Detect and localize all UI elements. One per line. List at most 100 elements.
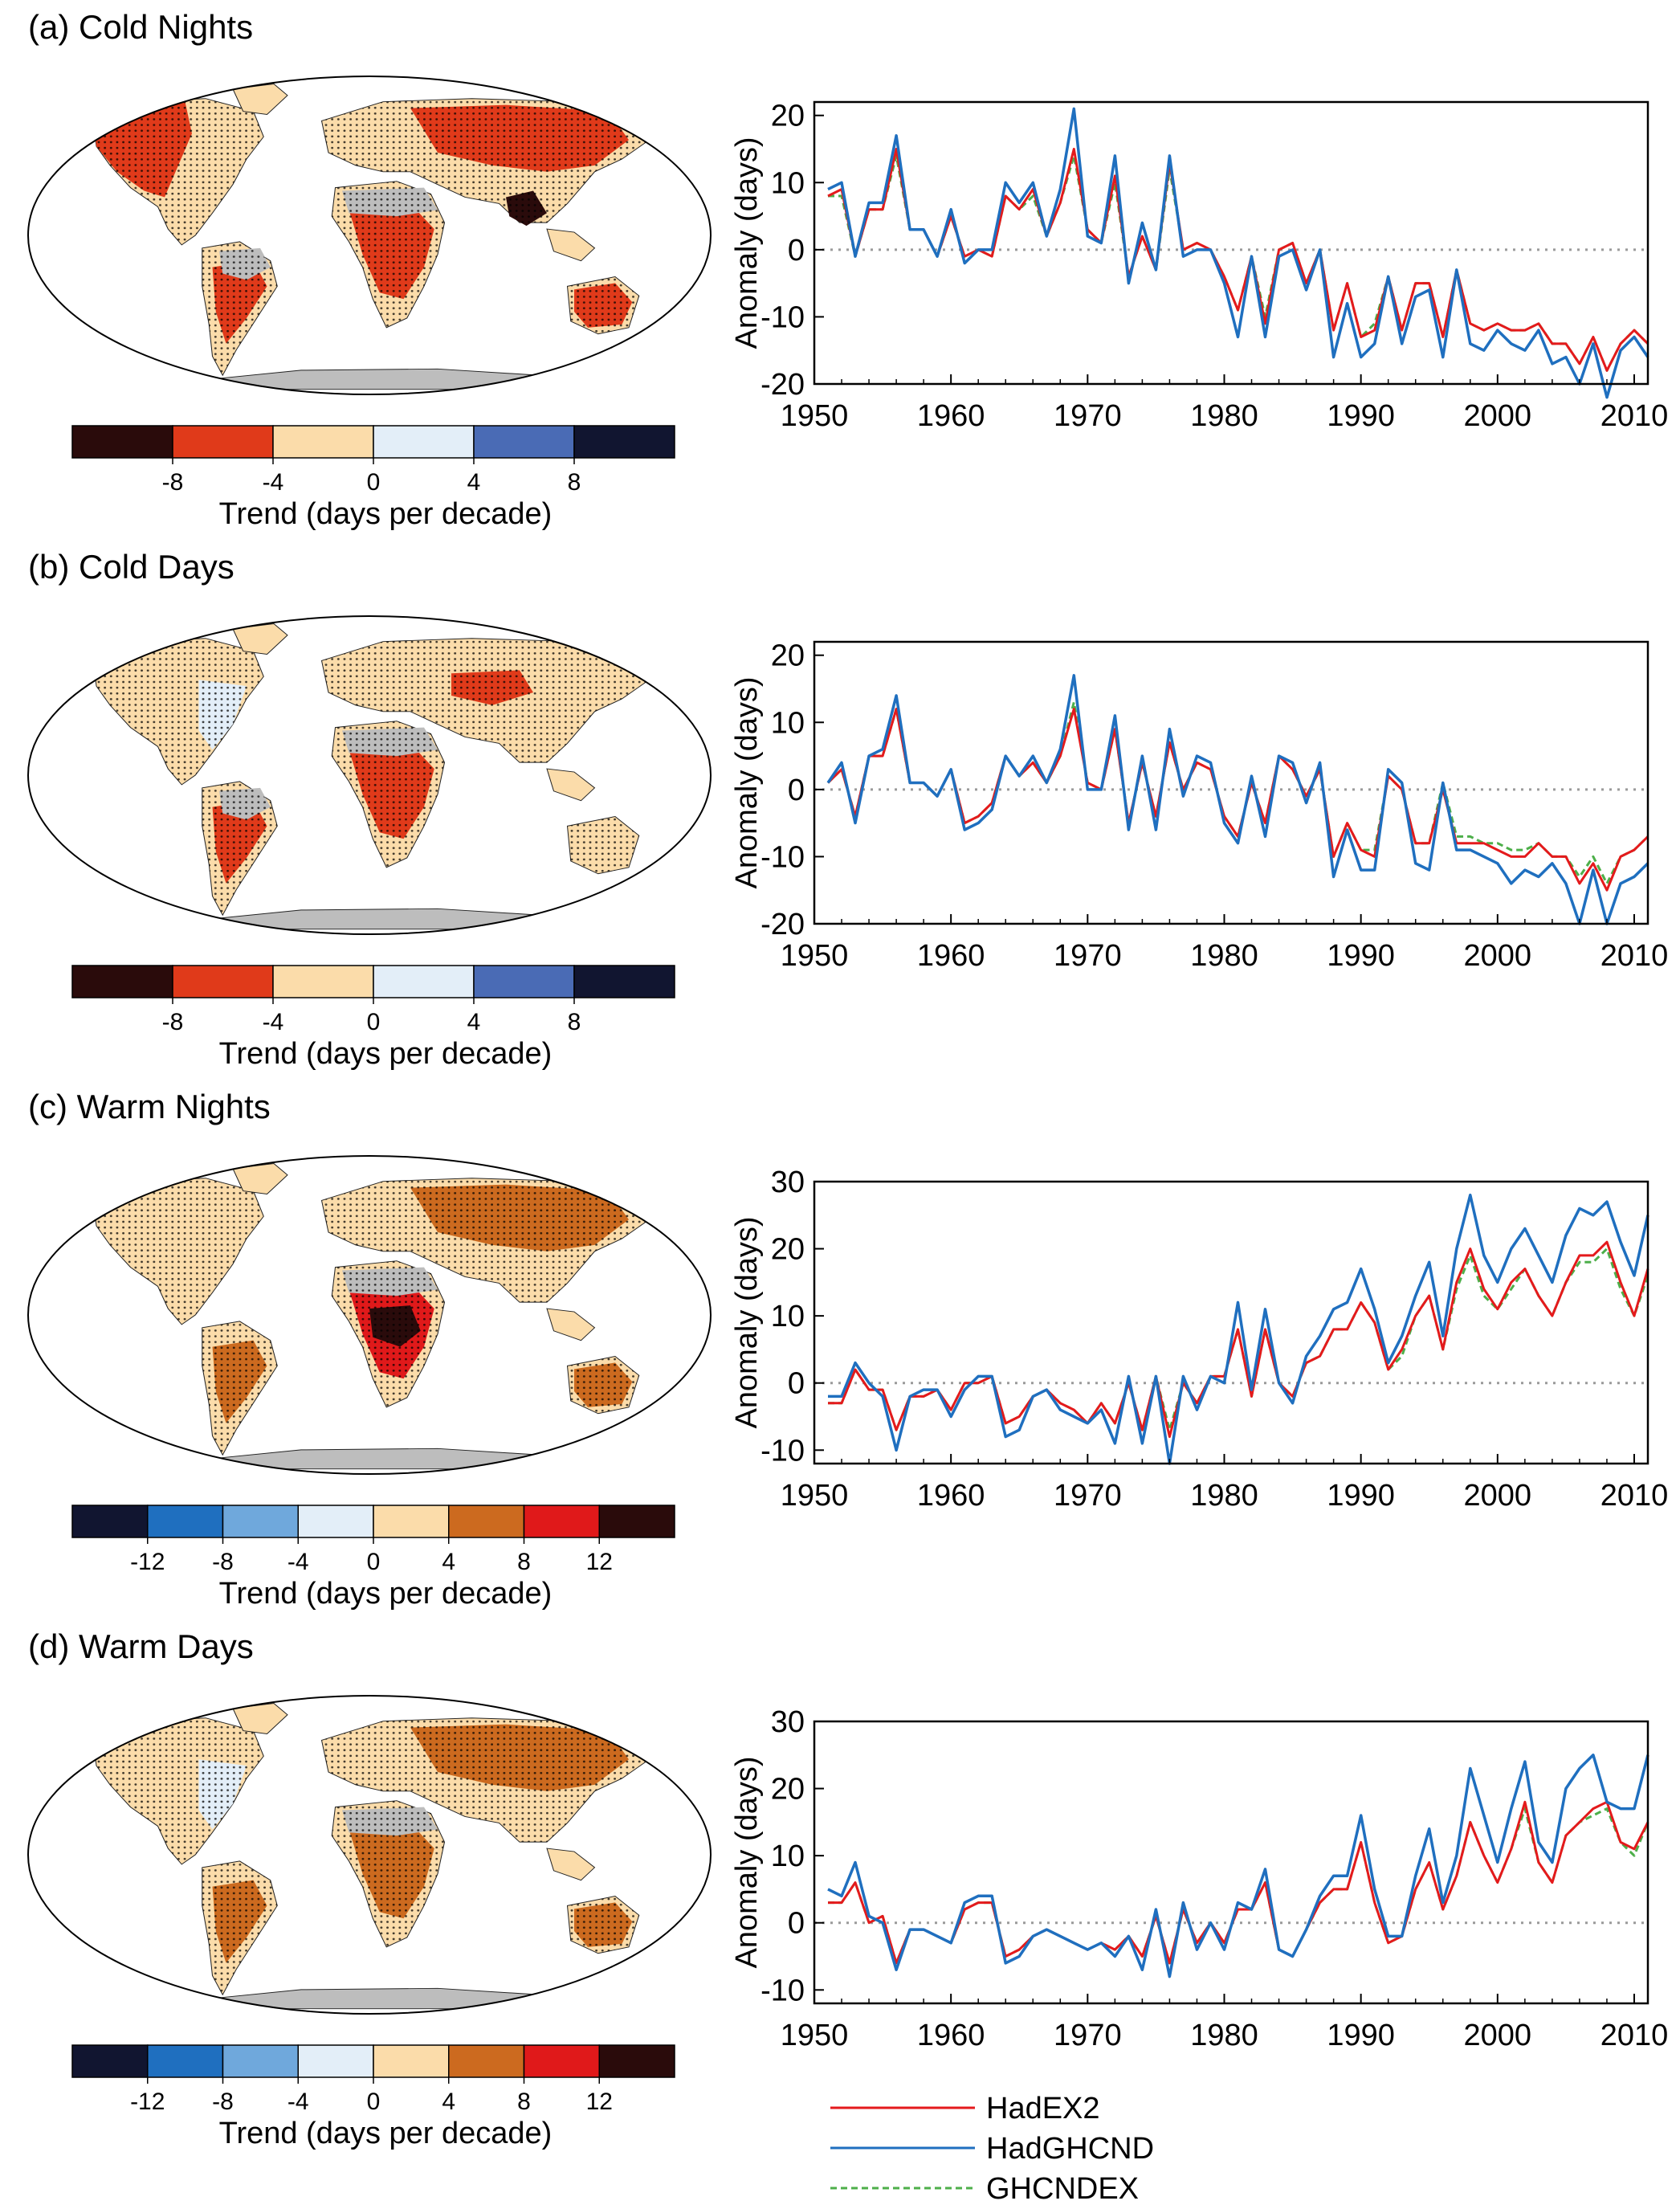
y-tick-label: 0 [788,774,805,807]
plot-frame [813,100,1649,386]
land-se-asia [546,1308,596,1341]
map-frame [27,615,712,935]
significance-stipple [332,181,445,328]
x-tick-label: 1980 [1190,939,1258,973]
colorbar-segment [71,2044,149,2078]
colorbar-tick-label: 8 [517,2089,531,2115]
x-tick-label: 1990 [1327,2019,1395,2052]
colorbar-segment [373,965,475,998]
colorbar-tick-label: 0 [367,2089,381,2115]
y-axis-label: Anomaly (days) [730,677,764,889]
x-tick-label: 1950 [781,1479,849,1513]
legend-label-ghcndex: GHCNDEX [986,2172,1139,2206]
colorbar-tick-label: -8 [162,469,184,496]
panel-title: (d) Warm Days [28,1627,254,1665]
land-se-asia [546,1848,596,1881]
series-line-hadghcnd [826,674,1649,925]
world-map [92,1703,650,2010]
y-tick-label: 20 [771,1773,805,1807]
map-panel-4: (d) Warm Days -12 -8 -4 0 4 8 12 Trend (days per… [27,1627,712,2150]
significance-stipple [202,1321,278,1456]
colorbar-tick-label: 4 [442,2089,455,2115]
colorbar-segment [147,2044,224,2078]
significance-stipple [321,638,650,763]
x-tick-label: 1960 [917,2019,985,2052]
colorbar-tick-label: 0 [367,1009,381,1035]
x-tick-label: 1970 [1054,399,1122,433]
y-axis-label: Anomaly (days) [730,1217,764,1429]
colorbar-tick-label: 12 [586,2089,613,2115]
series-line-ghcndex [828,1247,1649,1431]
colorbar-tick-label: 8 [568,1009,581,1035]
colorbar-segment [172,965,274,998]
land-se-asia [546,228,596,262]
legend: HadEX2 HadGHCND GHCNDEX [830,2092,1154,2206]
x-tick-label: 1970 [1054,1479,1122,1513]
y-tick-label: -10 [760,1434,805,1468]
plot-frame [813,1180,1649,1465]
x-tick-label: 2000 [1464,2019,1532,2052]
y-tick-label: -20 [760,908,805,941]
colorbar-segment [71,965,173,998]
y-tick-label: 0 [788,234,805,267]
colorbar-tick-label: -8 [212,2089,234,2115]
colorbar-segment [373,425,475,459]
x-tick-label: 2010 [1600,939,1669,973]
y-tick-label: 0 [788,1907,805,1941]
legend-label-hadghcnd: HadGHCND [986,2132,1154,2166]
series-line-hadghcnd [828,1193,1649,1465]
colorbar-segment [473,425,575,459]
x-tick-label: 1970 [1054,2019,1122,2052]
colorbar-tick-label: -4 [287,2089,309,2115]
colorbar-segment [448,1505,525,1538]
y-tick-label: 10 [771,1300,805,1333]
land-antarctica [198,1987,540,2010]
land-antarctica [198,368,540,390]
land-greenland [232,1703,288,1735]
colorbar-segment [222,2044,299,2078]
chart-panel-4: 1950 1960 1970 1980 1990 2000 2010 -10 0 10 20 30An… [730,1705,1668,2052]
colorbar-segment [573,965,675,998]
map-panel-1: (a) Cold Nights -8 -4 0 4 8 Trend (days per de… [27,8,712,531]
x-tick-label: 1960 [917,939,985,973]
series-line-hadghcnd [827,107,1649,399]
x-tick-label: 2010 [1600,2019,1669,2052]
y-tick-label: -20 [760,368,805,402]
significance-stipple [202,241,278,376]
colorbar-segment [172,425,274,459]
x-tick-label: 1980 [1190,2019,1258,2052]
colorbar-segment [71,1505,149,1538]
x-tick-label: 1960 [917,1479,985,1513]
world-map [92,623,650,930]
plot-frame [813,640,1649,925]
world-map [92,84,650,390]
map-frame [27,1695,712,2015]
significance-stipple [332,1260,445,1407]
colorbar-segment [473,965,575,998]
colorbar-tick-label: 0 [367,469,381,496]
colorbar-segment [222,1505,299,1538]
y-tick-label: 10 [771,1839,805,1873]
colorbar-tick-label: -12 [130,2089,165,2115]
y-tick-label: 10 [771,706,805,740]
colorbar-segment [523,1505,600,1538]
colorbar-segment [373,1505,450,1538]
colorbar-segment [598,1505,675,1538]
map-panel-3: (c) Warm Nights -12 -8 -4 0 4 8 12 Trend (days p… [27,1088,712,1611]
x-tick-label: 1970 [1054,939,1122,973]
colorbar-tick-label: -8 [162,1009,184,1035]
charts-layer: 1950 1960 1970 1980 1990 2000 2010 -20 -10 0 10 20 A… [730,100,1668,2052]
significance-stipple [332,721,445,868]
panel-title: (c) Warm Nights [28,1088,271,1125]
colorbar-segment [573,425,675,459]
x-tick-label: 1990 [1327,399,1395,433]
series-line-hadex2 [828,1240,1649,1439]
world-map [92,1163,650,1470]
significance-stipple [332,1800,445,1947]
colorbar-tick-label: 0 [367,1549,381,1575]
colorbar-segment [147,1505,224,1538]
significance-stipple [202,781,278,916]
colorbar-tick-label: 4 [467,1009,481,1035]
x-tick-label: 1950 [781,2019,849,2052]
